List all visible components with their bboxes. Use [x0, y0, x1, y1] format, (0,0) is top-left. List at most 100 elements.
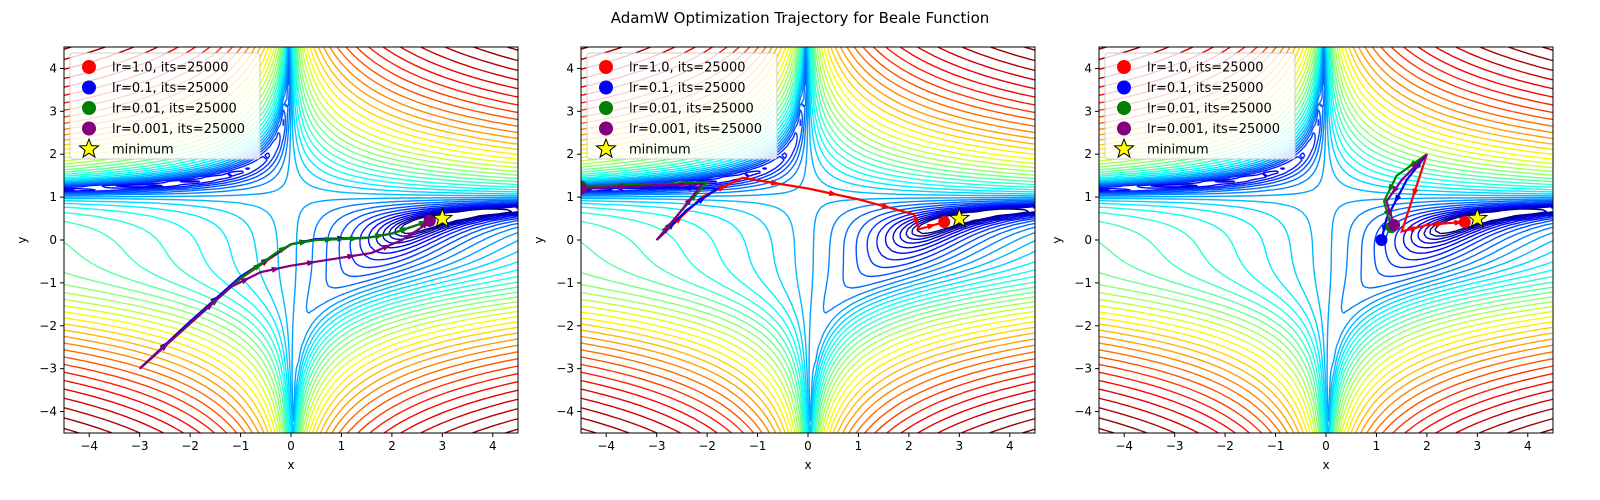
- trajectory-arrow: [613, 183, 623, 190]
- contour-level: [64, 47, 518, 433]
- legend-marker: [82, 60, 96, 74]
- contour-level: [581, 47, 1035, 433]
- y-tick-label: −3: [39, 362, 57, 376]
- contour-level: [581, 47, 1035, 433]
- contour-level: [64, 47, 518, 433]
- x-tick-label: 3: [956, 439, 964, 453]
- y-tick-label: 2: [1084, 147, 1092, 161]
- trajectory-line: [581, 186, 721, 241]
- x-tick-label: 3: [1474, 439, 1482, 453]
- subplot-3: −4 −3 −2 −1 0 1 2 3 4 −4 −3 −2 −1 0 1 2 3 4 x y lr=1.0, its=…: [1050, 46, 1554, 472]
- minimum-marker: [1466, 207, 1489, 228]
- contour-level: [581, 47, 1035, 433]
- legend-marker: [599, 80, 613, 95]
- legend-marker: [1117, 121, 1131, 136]
- legend-label: lr=0.01, its=25000: [1147, 102, 1272, 117]
- y-tick-label: −1: [556, 276, 574, 290]
- contour-level: [64, 152, 518, 261]
- trajectory-endpoint: [423, 214, 436, 227]
- legend-marker: [595, 137, 617, 159]
- trajectory-arrow: [926, 223, 937, 230]
- legend-marker: [82, 80, 96, 95]
- trajectory-arrow: [381, 244, 392, 251]
- minimum-marker: [431, 207, 454, 228]
- legend-label: lr=0.01, its=25000: [112, 102, 237, 117]
- trajectory-line: [138, 219, 431, 370]
- trajectory-arrow: [1394, 194, 1402, 204]
- y-tick-label: −1: [39, 276, 57, 290]
- contour-level: [581, 62, 1035, 278]
- legend-label: lr=1.0, its=25000: [1147, 61, 1264, 76]
- legend-label: lr=0.1, its=25000: [112, 81, 229, 96]
- y-tick-label: −2: [39, 319, 57, 333]
- y-tick-label: 4: [566, 61, 574, 75]
- y-tick-label: −4: [39, 405, 57, 419]
- x-tick-label: −1: [749, 439, 767, 453]
- legend-marker: [599, 60, 613, 74]
- trajectory-arrow: [399, 227, 410, 234]
- contour-level: [1099, 47, 1553, 433]
- contour-level: [1099, 47, 1553, 433]
- legend-box: [586, 52, 778, 160]
- contour-level: [64, 47, 518, 433]
- x-tick-label: −4: [597, 439, 615, 453]
- x-tick-label: 1: [338, 439, 346, 453]
- x-tick-label: 4: [1524, 439, 1532, 453]
- x-tick-label: −3: [1166, 439, 1184, 453]
- y-tick-label: −2: [1074, 319, 1092, 333]
- subplot-1: −4 −3 −2 −1 0 1 2 3 4 −4 −3 −2 −1 0 1 2 3 4 x y lr=1.0, its=…: [15, 46, 519, 472]
- y-tick-label: 1: [566, 190, 574, 204]
- y-tick-label: 3: [49, 104, 57, 118]
- legend-label: minimum: [1147, 143, 1209, 158]
- legend-marker: [1117, 60, 1131, 74]
- y-tick-label: 3: [1084, 104, 1092, 118]
- legend-label: lr=1.0, its=25000: [629, 61, 746, 76]
- contour-level: [1099, 152, 1553, 261]
- trajectory-arrow: [1391, 185, 1399, 195]
- x-axis-label: x: [287, 458, 294, 472]
- trajectory-arrow: [299, 239, 309, 246]
- trajectory-line: [138, 219, 431, 370]
- legend-box: [1104, 52, 1296, 160]
- trajectory-arrow: [684, 196, 693, 206]
- y-axis-label: y: [1050, 236, 1064, 243]
- contour-level: [1099, 47, 1553, 433]
- x-axis-label: x: [804, 458, 811, 472]
- y-tick-label: −3: [556, 362, 574, 376]
- trajectory-arrow: [253, 262, 263, 271]
- trajectory-arrow: [205, 302, 214, 311]
- legend-label: lr=0.001, its=25000: [1147, 122, 1280, 137]
- trajectory-line: [138, 219, 431, 370]
- trajectory-arrow: [306, 260, 317, 267]
- subplot-2: −4 −3 −2 −1 0 1 2 3 4 −4 −3 −2 −1 0 1 2 3 4 x y lr=1.0, its=…: [532, 46, 1036, 472]
- contour-level: [64, 62, 518, 278]
- legend-label: lr=0.1, its=25000: [629, 81, 746, 96]
- x-tick-label: −3: [648, 439, 666, 453]
- trajectory-arrow: [828, 190, 839, 196]
- contour-level: [64, 47, 518, 433]
- trajectory-arrow: [349, 235, 360, 242]
- contour-level: [64, 47, 518, 433]
- x-tick-label: 2: [905, 439, 913, 453]
- x-tick-label: 2: [388, 439, 396, 453]
- x-tick-label: −4: [80, 439, 98, 453]
- y-tick-label: 2: [566, 147, 574, 161]
- contour-level: [581, 47, 1035, 433]
- contour-level: [581, 47, 1035, 433]
- y-tick-label: −1: [1074, 276, 1092, 290]
- legend-marker: [82, 121, 96, 136]
- x-tick-label: 0: [804, 439, 812, 453]
- legend-label: lr=0.001, its=25000: [629, 122, 762, 137]
- contour-level: [1099, 167, 1553, 254]
- y-axis-label: y: [15, 236, 29, 243]
- contour-level: [64, 47, 518, 314]
- trajectory-arrow: [240, 277, 251, 285]
- legend-label: lr=0.1, its=25000: [1147, 81, 1264, 96]
- trajectory-arrow: [674, 181, 684, 188]
- x-tick-label: 0: [1322, 439, 1330, 453]
- contour-level: [64, 47, 518, 433]
- x-tick-label: 4: [489, 439, 497, 453]
- contour-level: [581, 47, 1035, 433]
- contour-level: [581, 47, 1035, 433]
- trajectory-line: [138, 219, 431, 370]
